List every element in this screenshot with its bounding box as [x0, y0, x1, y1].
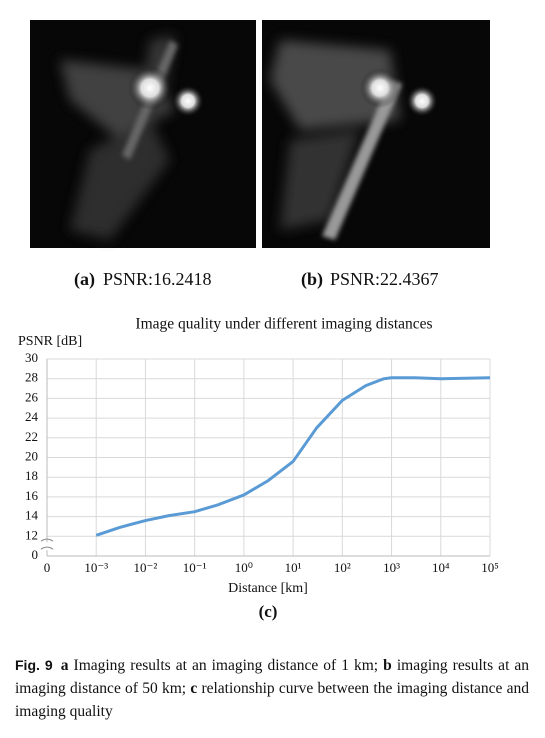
image-a — [30, 20, 256, 248]
caption-key: a — [60, 657, 69, 674]
y-tick-label: 20 — [25, 448, 38, 463]
image-b — [262, 20, 490, 248]
figure: (a) PSNR:16.2418 (b) PSNR:22.4367 Image … — [18, 20, 499, 621]
y-tick-label: 28 — [25, 370, 38, 385]
y-tick-label: 26 — [25, 389, 39, 404]
x-tick-label: 10⁻² — [134, 560, 158, 575]
x-tick-label: 0 — [44, 560, 51, 575]
caption-key: c — [190, 680, 198, 697]
caption-key: b — [383, 657, 392, 674]
caption-text: relationship curve between the imaging d… — [15, 680, 530, 720]
line-series — [95, 376, 491, 537]
y-tick-label: 16 — [25, 488, 39, 503]
y-axis-label: PSNR [dB] — [18, 334, 82, 349]
y-tick-label: 12 — [25, 527, 38, 542]
axis-break — [41, 542, 53, 551]
panel-caption: PSNR:22.4367 — [330, 269, 439, 289]
y-tick-label: 30 — [25, 350, 38, 365]
y-tick-label: 24 — [25, 409, 39, 424]
x-tick-label: 10² — [334, 560, 351, 575]
axis-break — [40, 538, 54, 550]
x-tick-label: 10⁴ — [432, 560, 450, 575]
caption-text: imaging results at an imaging distance o… — [15, 657, 530, 697]
panel-label: (a) — [74, 269, 95, 290]
x-tick-label: 10¹ — [285, 560, 302, 575]
panel-caption: PSNR:16.2418 — [103, 269, 212, 289]
y-tick-label: 18 — [25, 468, 38, 483]
x-tick-label: 10³ — [383, 560, 400, 575]
panel-label: (c) — [259, 602, 278, 621]
fig: Fig. 9 — [15, 657, 53, 673]
y-tick-label: 22 — [25, 429, 38, 444]
panel-label: (b) — [301, 269, 323, 290]
x-tick-label: 10⁻¹ — [183, 560, 207, 575]
x-axis-label: Distance [km] — [228, 581, 308, 596]
x-tick-label: 10⁻³ — [84, 560, 108, 575]
x-tick-label: 10⁵ — [481, 560, 499, 575]
y-tick-label: 14 — [25, 508, 39, 523]
chart-title: Image quality under different imaging di… — [135, 316, 432, 333]
y-tick-label: 0 — [32, 547, 39, 562]
figure-caption: Fig. 9 a Imaging results at an imaging di… — [15, 654, 529, 723]
caption-text: Imaging results at an imaging distance o… — [73, 657, 379, 674]
x-tick-label: 10⁰ — [235, 560, 253, 575]
